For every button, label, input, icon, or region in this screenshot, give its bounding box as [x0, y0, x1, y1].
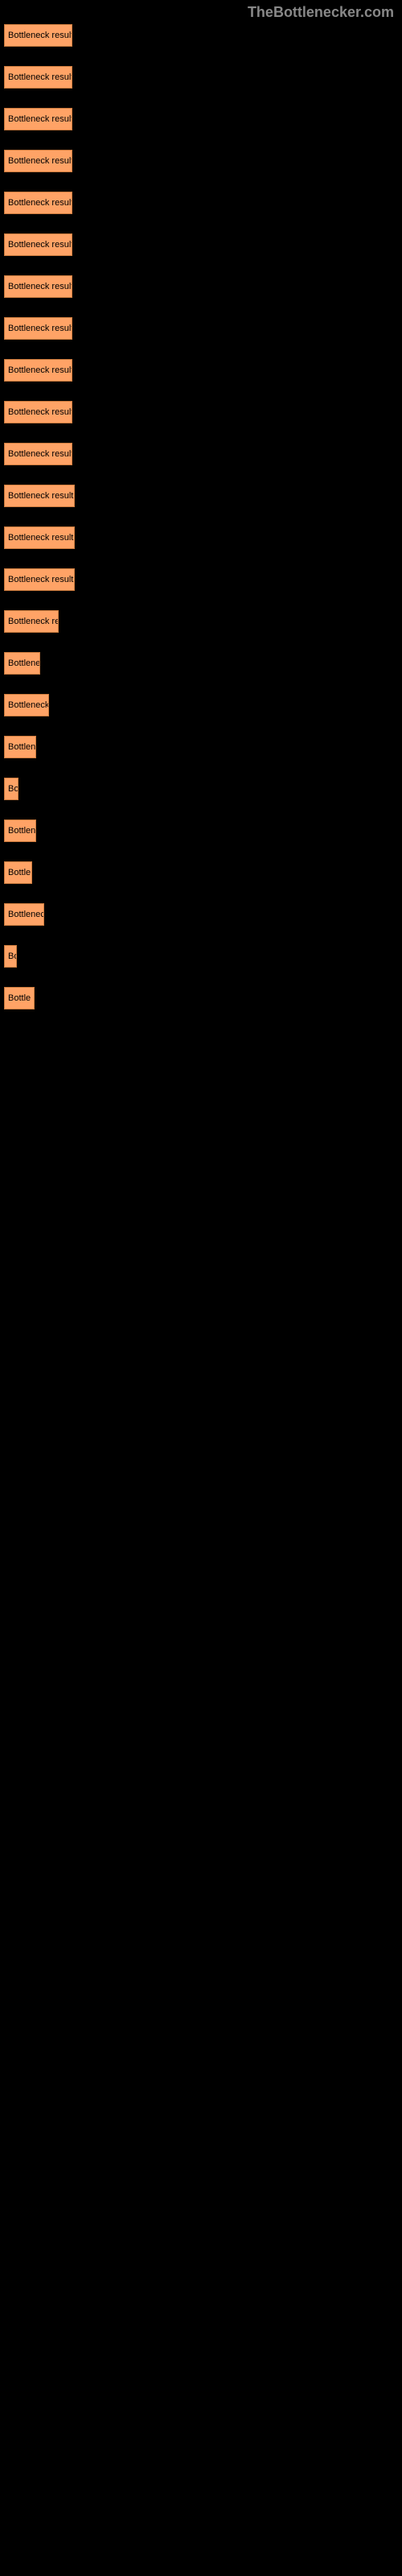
bottleneck-bar: Bottleneck result [4, 317, 72, 340]
bar-row: Bottleneck result [4, 485, 398, 507]
bottleneck-bar: Bottlenec [4, 903, 44, 926]
chart-container: Bottleneck result Bottleneck result Bottle… [0, 0, 402, 1033]
bar-row: Bottleneck result [4, 526, 398, 549]
bottleneck-bar: Bottleneck result [4, 401, 72, 423]
bottleneck-bar: Bottleneck re [4, 610, 59, 633]
bar-row: Bottleneck re [4, 610, 398, 633]
bar-row: Bottleneck result [4, 568, 398, 591]
bottleneck-bar: Bottlene [4, 652, 40, 675]
bar-row: Bottleneck result [4, 443, 398, 465]
bottleneck-bar: Bottleneck result [4, 568, 75, 591]
bottleneck-bar: Bottleneck result [4, 192, 72, 214]
bar-row: Bottlen [4, 819, 398, 842]
bottleneck-bar: Bottleneck result [4, 66, 72, 89]
bar-row: Bottleneck result [4, 359, 398, 382]
bar-row: Bottleneck result [4, 233, 398, 256]
bar-row: Bottleneck result [4, 317, 398, 340]
bar-row: Bo [4, 945, 398, 968]
bar-row: Bottleneck result [4, 108, 398, 130]
watermark-text: TheBottlenecker.com [248, 4, 394, 21]
bottleneck-bar: Bottleneck result [4, 24, 72, 47]
bottleneck-bar: Bottleneck result [4, 150, 72, 172]
bar-row: Bottleneck result [4, 275, 398, 298]
bar-row: Bottleneck result [4, 24, 398, 47]
bar-row: Bottleneck result [4, 192, 398, 214]
bottleneck-bar: Bottleneck result [4, 108, 72, 130]
bottleneck-bar: Bottlen [4, 819, 36, 842]
bottleneck-bar: Bottleneck result [4, 443, 72, 465]
bottleneck-bar: Bottleneck result [4, 233, 72, 256]
bar-row: Bottle [4, 987, 398, 1009]
bottleneck-bar: Bottleneck [4, 694, 49, 716]
bottleneck-bar: Bo [4, 945, 17, 968]
bottleneck-bar: Bottleneck result [4, 359, 72, 382]
bar-row: Bottleneck result [4, 401, 398, 423]
bottleneck-bar: Bottleneck result [4, 526, 75, 549]
bar-row: Bottleneck result [4, 66, 398, 89]
bottleneck-bar: Bottleneck result [4, 485, 75, 507]
bottleneck-bar: Bottle [4, 987, 35, 1009]
bar-row: Bottle [4, 861, 398, 884]
bottleneck-bar: Bottleneck result [4, 275, 72, 298]
bar-row: Bo [4, 778, 398, 800]
bar-row: Bottleneck result [4, 150, 398, 172]
bottleneck-bar: Bo [4, 778, 18, 800]
bar-row: Bottlenec [4, 903, 398, 926]
bottleneck-bar: Bottlen [4, 736, 36, 758]
bar-row: Bottlen [4, 736, 398, 758]
bar-row: Bottlene [4, 652, 398, 675]
bottleneck-bar: Bottle [4, 861, 32, 884]
bar-row: Bottleneck [4, 694, 398, 716]
